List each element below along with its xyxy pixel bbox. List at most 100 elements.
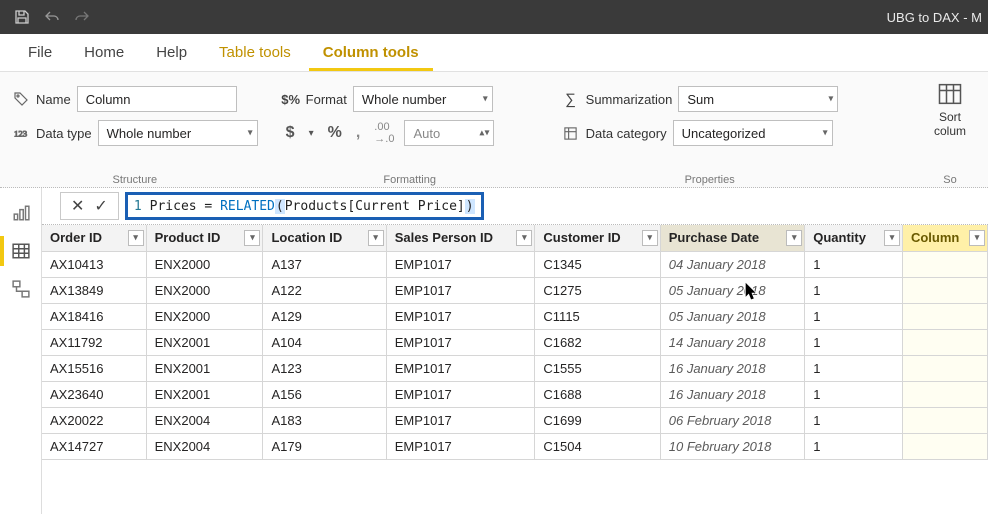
- redo-icon[interactable]: [68, 3, 96, 31]
- filter-dropdown-icon[interactable]: ▾: [884, 230, 900, 246]
- table-cell[interactable]: [902, 407, 987, 433]
- table-row[interactable]: AX14727ENX2004A179EMP1017C150410 Februar…: [42, 433, 988, 459]
- decimals-input[interactable]: Auto ▴▾: [404, 120, 494, 146]
- table-cell[interactable]: EMP1017: [386, 381, 535, 407]
- tab-column-tools[interactable]: Column tools: [309, 35, 433, 71]
- table-cell[interactable]: 1: [805, 329, 903, 355]
- filter-dropdown-icon[interactable]: ▾: [368, 230, 384, 246]
- table-cell[interactable]: AX14727: [42, 433, 146, 459]
- table-cell[interactable]: AX11792: [42, 329, 146, 355]
- table-cell[interactable]: A129: [263, 303, 386, 329]
- column-header[interactable]: Sales Person ID▾: [386, 225, 535, 251]
- table-cell[interactable]: A137: [263, 251, 386, 277]
- column-header[interactable]: Purchase Date▾: [660, 225, 804, 251]
- table-row[interactable]: AX15516ENX2001A123EMP1017C155516 January…: [42, 355, 988, 381]
- undo-icon[interactable]: [38, 3, 66, 31]
- save-icon[interactable]: [8, 3, 36, 31]
- table-cell[interactable]: EMP1017: [386, 433, 535, 459]
- filter-dropdown-icon[interactable]: ▾: [244, 230, 260, 246]
- filter-dropdown-icon[interactable]: ▾: [786, 230, 802, 246]
- column-header[interactable]: Quantity▾: [805, 225, 903, 251]
- table-row[interactable]: AX18416ENX2000A129EMP1017C111505 January…: [42, 303, 988, 329]
- sort-by-column-button[interactable]: Sort colum: [922, 78, 978, 187]
- table-cell[interactable]: 1: [805, 381, 903, 407]
- tab-help[interactable]: Help: [142, 35, 201, 71]
- table-cell[interactable]: ENX2004: [146, 433, 263, 459]
- table-cell[interactable]: ENX2001: [146, 329, 263, 355]
- data-view-button[interactable]: [6, 236, 36, 266]
- table-cell[interactable]: EMP1017: [386, 329, 535, 355]
- table-cell[interactable]: C1115: [535, 303, 660, 329]
- table-cell[interactable]: AX15516: [42, 355, 146, 381]
- table-cell[interactable]: [902, 355, 987, 381]
- table-cell[interactable]: EMP1017: [386, 303, 535, 329]
- table-cell[interactable]: C1688: [535, 381, 660, 407]
- model-view-button[interactable]: [6, 274, 36, 304]
- table-cell[interactable]: ENX2000: [146, 251, 263, 277]
- table-cell[interactable]: 1: [805, 407, 903, 433]
- tab-table-tools[interactable]: Table tools: [205, 35, 305, 71]
- datatype-select[interactable]: Whole number ▾: [98, 120, 258, 146]
- table-cell[interactable]: 05 January 2018: [660, 303, 804, 329]
- tab-file[interactable]: File: [14, 35, 66, 71]
- table-cell[interactable]: 05 January 2018: [660, 277, 804, 303]
- currency-button[interactable]: $: [282, 122, 299, 144]
- table-row[interactable]: AX13849ENX2000A122EMP1017C127505 January…: [42, 277, 988, 303]
- table-cell[interactable]: C1345: [535, 251, 660, 277]
- table-row[interactable]: AX20022ENX2004A183EMP1017C169906 Februar…: [42, 407, 988, 433]
- table-cell[interactable]: C1504: [535, 433, 660, 459]
- table-cell[interactable]: [902, 433, 987, 459]
- name-input[interactable]: Column: [77, 86, 237, 112]
- table-cell[interactable]: C1275: [535, 277, 660, 303]
- table-cell[interactable]: [902, 277, 987, 303]
- table-cell[interactable]: ENX2000: [146, 277, 263, 303]
- table-cell[interactable]: EMP1017: [386, 251, 535, 277]
- table-cell[interactable]: ENX2001: [146, 355, 263, 381]
- percent-button[interactable]: %: [324, 122, 346, 144]
- table-cell[interactable]: 16 January 2018: [660, 381, 804, 407]
- table-cell[interactable]: ENX2000: [146, 303, 263, 329]
- filter-dropdown-icon[interactable]: ▾: [516, 230, 532, 246]
- table-cell[interactable]: 1: [805, 355, 903, 381]
- table-cell[interactable]: [902, 251, 987, 277]
- filter-dropdown-icon[interactable]: ▾: [642, 230, 658, 246]
- column-header[interactable]: Location ID▾: [263, 225, 386, 251]
- table-cell[interactable]: 10 February 2018: [660, 433, 804, 459]
- table-cell[interactable]: 1: [805, 433, 903, 459]
- table-cell[interactable]: [902, 381, 987, 407]
- table-cell[interactable]: 1: [805, 277, 903, 303]
- table-cell[interactable]: A156: [263, 381, 386, 407]
- table-cell[interactable]: EMP1017: [386, 277, 535, 303]
- column-header[interactable]: Order ID▾: [42, 225, 146, 251]
- table-cell[interactable]: C1699: [535, 407, 660, 433]
- table-cell[interactable]: 06 February 2018: [660, 407, 804, 433]
- format-select[interactable]: Whole number ▾: [353, 86, 493, 112]
- table-cell[interactable]: 14 January 2018: [660, 329, 804, 355]
- table-cell[interactable]: AX10413: [42, 251, 146, 277]
- table-cell[interactable]: AX18416: [42, 303, 146, 329]
- table-cell[interactable]: 04 January 2018: [660, 251, 804, 277]
- table-cell[interactable]: A183: [263, 407, 386, 433]
- thousands-button[interactable]: ,: [352, 122, 364, 144]
- column-header[interactable]: Customer ID▾: [535, 225, 660, 251]
- table-row[interactable]: AX10413ENX2000A137EMP1017C134504 January…: [42, 251, 988, 277]
- table-cell[interactable]: AX13849: [42, 277, 146, 303]
- table-cell[interactable]: A122: [263, 277, 386, 303]
- column-header[interactable]: Column▾: [902, 225, 987, 251]
- formula-input[interactable]: 1 Prices = RELATED ( Products[Current Pr…: [125, 192, 484, 220]
- table-cell[interactable]: C1555: [535, 355, 660, 381]
- currency-chevron-icon[interactable]: ▾: [305, 126, 318, 141]
- table-cell[interactable]: EMP1017: [386, 407, 535, 433]
- summarization-select[interactable]: Sum ▾: [678, 86, 838, 112]
- datacategory-select[interactable]: Uncategorized ▾: [673, 120, 833, 146]
- filter-dropdown-icon[interactable]: ▾: [128, 230, 144, 246]
- table-cell[interactable]: AX23640: [42, 381, 146, 407]
- table-cell[interactable]: 16 January 2018: [660, 355, 804, 381]
- table-cell[interactable]: A179: [263, 433, 386, 459]
- report-view-button[interactable]: [6, 198, 36, 228]
- table-cell[interactable]: AX20022: [42, 407, 146, 433]
- table-row[interactable]: AX23640ENX2001A156EMP1017C168816 January…: [42, 381, 988, 407]
- formula-cancel-button[interactable]: ✕: [71, 196, 84, 216]
- table-cell[interactable]: ENX2004: [146, 407, 263, 433]
- data-grid[interactable]: Order ID▾Product ID▾Location ID▾Sales Pe…: [42, 224, 988, 460]
